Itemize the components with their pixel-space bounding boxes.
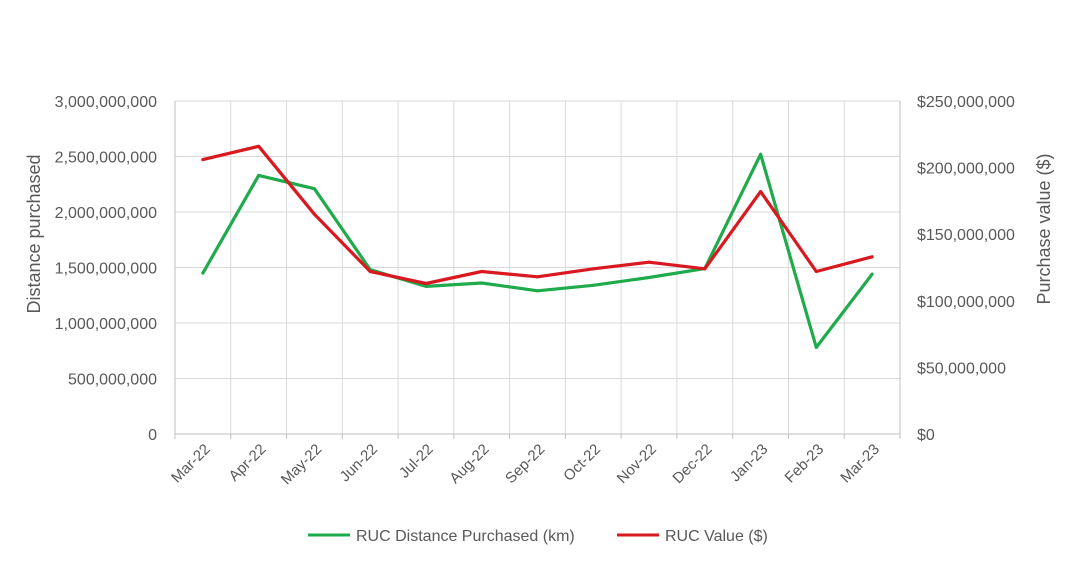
left-tick-label: 2,000,000,000 [55, 205, 157, 222]
series-line-value [201, 144, 874, 286]
data-point-distance [480, 281, 484, 285]
data-point-value [591, 267, 595, 271]
right-tick-label: $150,000,000 [917, 227, 1015, 244]
data-point-distance [536, 289, 539, 293]
data-point-distance [814, 345, 818, 349]
data-point-value [201, 158, 205, 162]
left-tick-label: 0 [148, 427, 157, 444]
left-tick-label: 2,500,000,000 [55, 150, 157, 167]
right-tick-label: $0 [917, 427, 935, 444]
axes [174, 101, 901, 439]
data-point-value [759, 190, 763, 194]
right-axis-title: Purchase value ($) [1034, 153, 1054, 304]
data-point-distance [591, 283, 595, 287]
data-point-distance [201, 271, 205, 275]
right-tick-label: $100,000,000 [917, 294, 1015, 311]
data-point-distance [424, 284, 428, 288]
data-point-value [536, 275, 539, 279]
data-point-distance [759, 152, 763, 156]
x-tick-label: Aug-22 [446, 441, 492, 487]
data-point-value [814, 269, 818, 273]
legend-label-value: RUC Value ($) [665, 528, 768, 545]
legend: RUC Distance Purchased (km) RUC Value ($… [308, 528, 768, 545]
gridlines [175, 100, 900, 434]
data-point-distance [647, 275, 651, 279]
x-tick-label: Apr-22 [226, 441, 270, 485]
x-tick-label: Sep-22 [502, 441, 548, 487]
right-tick-label: $50,000,000 [917, 360, 1006, 377]
data-point-value [480, 269, 484, 273]
x-tick-label: Mar-22 [168, 441, 214, 487]
x-tick-label: Feb-23 [782, 441, 828, 487]
right-tick-label: $250,000,000 [917, 94, 1015, 111]
data-point-distance [312, 187, 316, 191]
left-tick-label: 3,000,000,000 [55, 94, 157, 111]
series-lines [201, 144, 874, 349]
left-tick-label: 1,000,000,000 [55, 316, 157, 333]
data-point-value [647, 260, 651, 264]
data-point-value [424, 281, 428, 285]
x-tick-label: May-22 [278, 441, 325, 488]
data-point-value [257, 144, 261, 148]
left-tick-label: 1,500,000,000 [55, 261, 157, 278]
data-point-value [312, 212, 316, 216]
x-tick-label: Jun-22 [337, 441, 381, 485]
data-point-value [870, 255, 874, 259]
x-tick-label: Jan-23 [727, 441, 771, 485]
series-line-distance [201, 152, 874, 349]
x-tick-label: Jul-22 [396, 441, 437, 482]
data-point-value [368, 269, 372, 273]
legend-label-distance: RUC Distance Purchased (km) [356, 528, 575, 545]
left-axis-title: Distance purchased [24, 154, 44, 313]
data-point-distance [257, 173, 261, 177]
x-tick-label: Nov-22 [614, 441, 660, 487]
right-tick-label: $200,000,000 [917, 161, 1015, 178]
left-tick-label: 500,000,000 [68, 372, 157, 389]
x-tick-label: Mar-23 [837, 441, 883, 487]
data-point-value [703, 267, 707, 271]
x-tick-label: Dec-22 [669, 441, 715, 487]
data-point-distance [870, 272, 874, 276]
x-tick-label: Oct-22 [560, 441, 604, 485]
